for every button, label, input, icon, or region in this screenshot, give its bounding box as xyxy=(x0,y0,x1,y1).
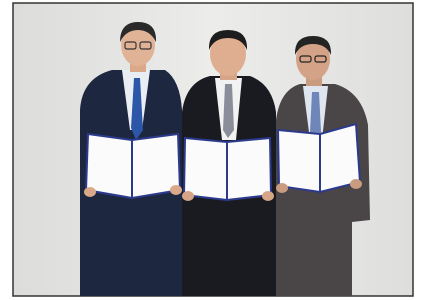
page xyxy=(184,138,227,200)
photo xyxy=(0,0,426,300)
hand xyxy=(350,179,362,189)
document-left xyxy=(86,134,180,198)
hand xyxy=(276,183,288,193)
page xyxy=(278,130,320,192)
tie xyxy=(223,84,234,138)
page-body xyxy=(0,0,426,300)
page xyxy=(227,138,271,200)
hand xyxy=(182,191,194,201)
hand xyxy=(84,187,96,197)
hand xyxy=(170,185,182,195)
document-right xyxy=(278,124,360,192)
page: Photo {} html, body { margin: 0; padding… xyxy=(0,0,426,300)
hand xyxy=(262,191,274,201)
document-center xyxy=(184,138,271,200)
